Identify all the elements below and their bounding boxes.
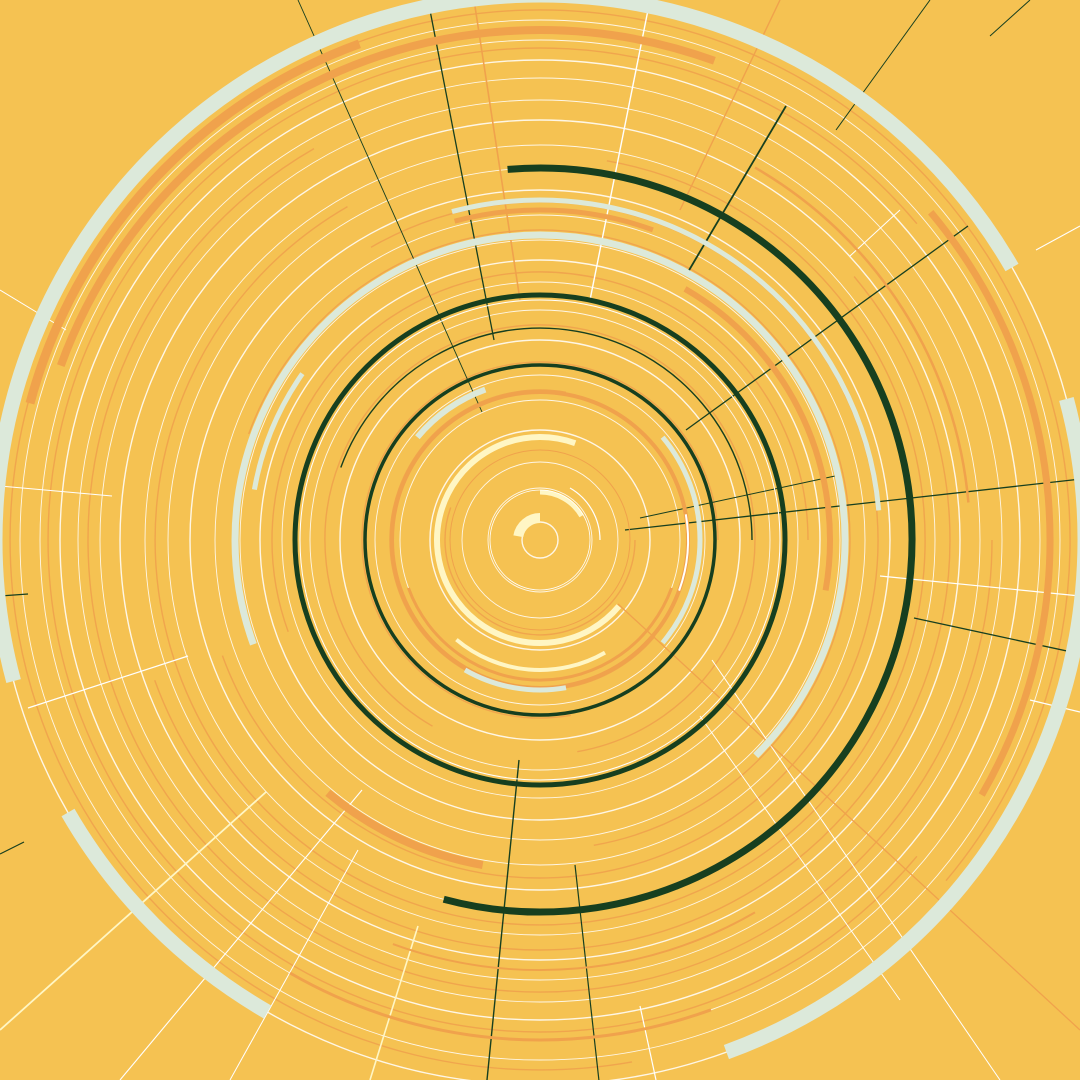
radial-line — [835, 0, 931, 131]
mid-orange-arc — [392, 911, 756, 972]
radial-line — [711, 659, 1001, 1080]
radial-line — [639, 1005, 657, 1080]
mid-pale-mint-arc — [231, 231, 849, 759]
thin-white-ring — [77, 77, 1003, 1003]
thin-white-ring — [119, 119, 961, 961]
thin-white-ring — [521, 521, 559, 559]
outer-pale-mint-arc — [0, 0, 1019, 684]
thin-white-ring — [429, 429, 651, 651]
dark-green-inner-arc — [340, 327, 753, 541]
inner-orange-arc — [406, 587, 674, 682]
thin-orange-ring — [361, 361, 719, 719]
radial-line — [119, 789, 363, 1080]
radial-line — [369, 925, 419, 1080]
thin-white-ring — [374, 374, 706, 706]
outer-orange-arc — [928, 209, 1054, 797]
inner-white-arc — [678, 514, 690, 591]
thin-orange-ring — [154, 160, 926, 926]
thin-white-ring — [214, 214, 866, 866]
inner-cream-arc — [434, 434, 622, 646]
outer-orange-arc — [289, 971, 712, 1042]
mid-orange-arc — [754, 166, 970, 503]
thin-white-ring — [487, 487, 593, 593]
radial-line — [486, 759, 520, 1080]
thin-white-ring — [144, 144, 936, 936]
radial-line — [574, 864, 600, 1080]
dark-green-inner-ring — [363, 363, 717, 717]
radial-line — [229, 849, 359, 1080]
mid-pale-mint-arc — [451, 197, 882, 511]
center-white-arc — [489, 489, 591, 591]
radial-line — [0, 485, 113, 497]
inner-pale-mint-arc — [660, 435, 703, 645]
thin-white-ring — [189, 189, 891, 891]
outer-pale-mint-arc — [61, 808, 272, 1019]
outer-orange-arc — [25, 39, 361, 405]
center-cream-arc — [513, 512, 541, 538]
radial-line — [297, 0, 483, 413]
radial-line — [639, 475, 836, 519]
thin-white-ring — [59, 59, 1021, 1021]
thin-orange-ring — [47, 47, 918, 1033]
radial-line — [0, 841, 25, 855]
inner-cream-arc — [455, 638, 606, 673]
thin-white-ring — [239, 239, 841, 841]
thin-white-ring — [19, 19, 1061, 1061]
center-white-arc — [569, 487, 601, 541]
thin-orange-ring — [154, 276, 951, 951]
radial-line — [617, 603, 1080, 1031]
thin-orange-ring — [271, 271, 809, 632]
radial-line — [624, 478, 1080, 531]
radial-line — [427, 0, 495, 341]
thin-orange-ring — [324, 324, 756, 753]
inner-pale-mint-arc — [463, 667, 567, 693]
dark-green-ring — [299, 299, 781, 781]
outer-pale-mint-arc — [723, 396, 1080, 1060]
radial-line — [589, 0, 651, 301]
thin-white-ring — [99, 99, 981, 981]
thin-white-ring — [461, 461, 619, 619]
mid-orange-arc — [453, 207, 654, 233]
radial-line — [699, 715, 901, 1001]
radial-line — [473, 0, 521, 301]
mid-pale-mint-arc — [251, 372, 305, 491]
thin-white-ring — [309, 309, 771, 771]
thin-white-ring — [339, 339, 741, 741]
mid-orange-arc — [683, 286, 833, 591]
inner-pale-mint-arc — [415, 386, 487, 440]
center-orange-arc — [449, 449, 631, 631]
radial-line — [27, 655, 189, 709]
thin-orange-ring — [87, 147, 993, 993]
outer-orange-arc — [57, 26, 716, 367]
radial-line — [685, 225, 969, 431]
thin-white-ring — [281, 281, 799, 799]
dark-green-ring — [292, 292, 788, 788]
radial-line — [989, 0, 1031, 37]
radial-line — [1035, 225, 1080, 251]
inner-cream-arc — [539, 489, 584, 518]
radial-line — [849, 209, 901, 257]
thin-orange-ring — [444, 507, 636, 636]
mid-orange-arc — [325, 789, 484, 869]
radial-line — [913, 617, 1080, 655]
thin-white-ring — [259, 259, 821, 821]
dark-green-spiral-arc — [442, 164, 916, 916]
